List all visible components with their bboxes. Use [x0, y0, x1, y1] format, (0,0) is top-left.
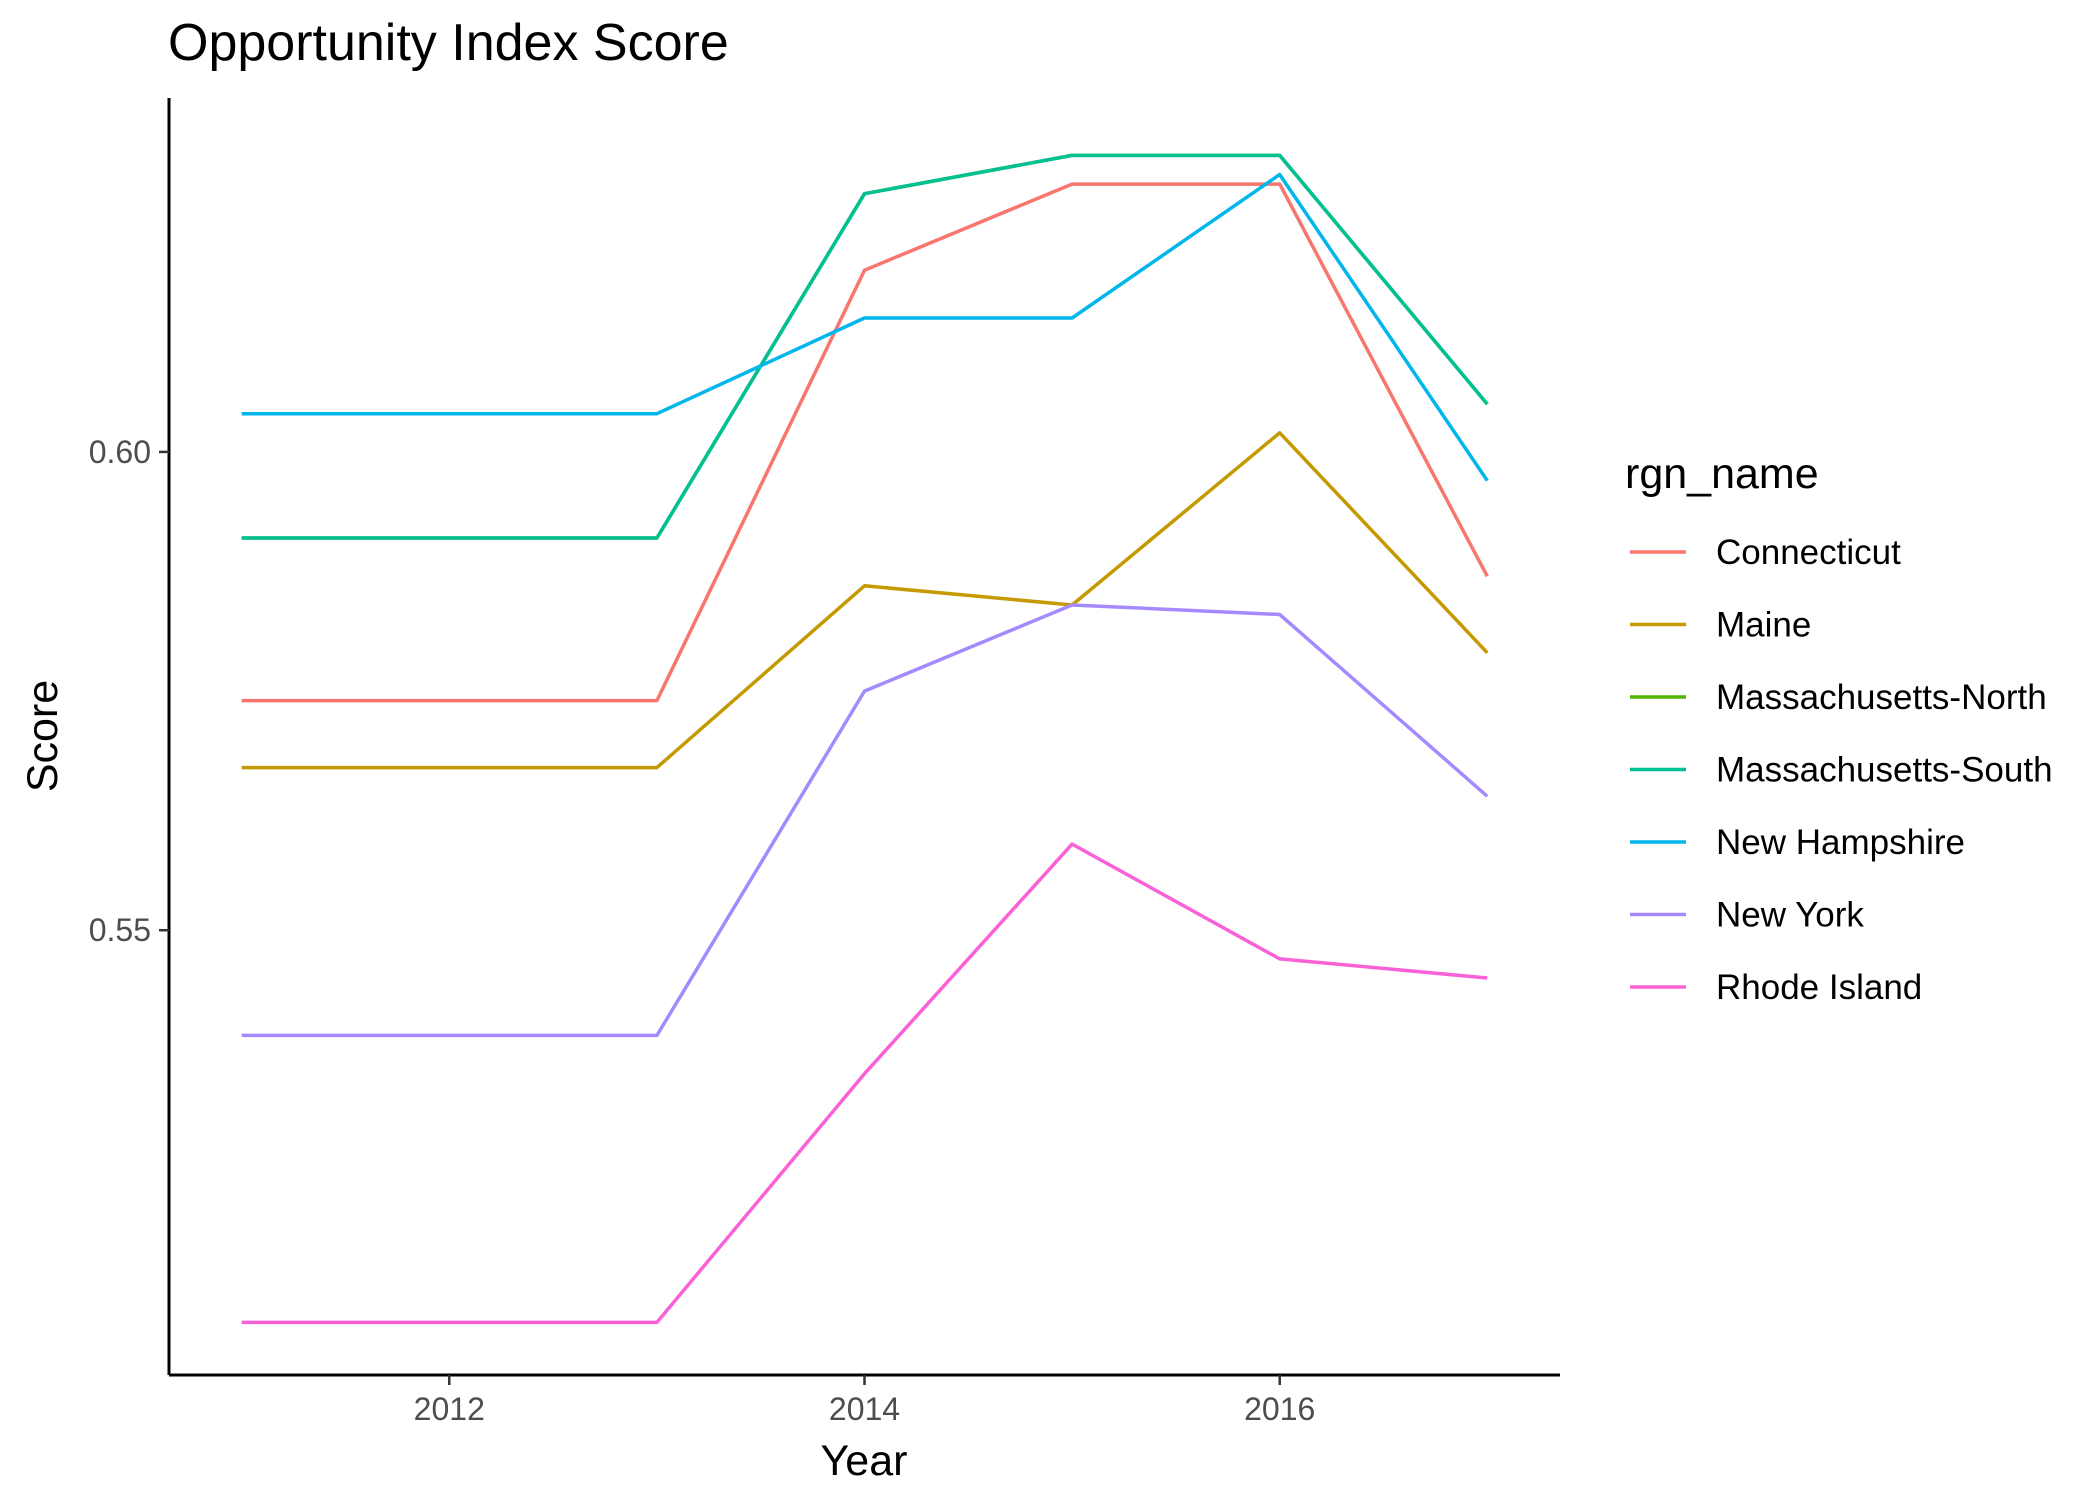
- legend-label-new-york: New York: [1716, 896, 1864, 935]
- y-tick-label: 0.55: [89, 912, 151, 948]
- legend-label-maine: Maine: [1716, 606, 1811, 645]
- legend-label-massachusetts-south: Massachusetts-South: [1716, 751, 2053, 790]
- series-line-new-hampshire: [241, 172, 1489, 482]
- legend-title: rgn_name: [1625, 450, 1819, 498]
- x-tick-label: 2016: [1244, 1391, 1315, 1427]
- y-tick-label: 0.60: [89, 434, 151, 470]
- x-axis-title: Year: [821, 1437, 908, 1485]
- series-line-maine: [241, 431, 1489, 770]
- x-tick-label: 2012: [414, 1391, 485, 1427]
- chart-title: Opportunity Index Score: [168, 14, 729, 72]
- series-line-new-york: [241, 603, 1489, 1038]
- series-line-rhode-island: [241, 842, 1488, 1325]
- y-axis-title: Score: [19, 680, 67, 792]
- legend: rgn_name Connecticut Maine Massachusetts-N…: [1625, 450, 2053, 1007]
- x-axis-ticks: 2012 2014 2016: [414, 1375, 1315, 1427]
- x-tick-label: 2014: [829, 1391, 900, 1427]
- series-line-connecticut: [241, 182, 1489, 703]
- series-lines: [241, 153, 1489, 1325]
- legend-label-new-hampshire: New Hampshire: [1716, 823, 1965, 862]
- legend-label-massachusetts-north: Massachusetts-North: [1716, 678, 2047, 717]
- y-axis-ticks: 0.55 0.60: [89, 434, 169, 948]
- legend-label-rhode-island: Rhode Island: [1716, 968, 1922, 1007]
- legend-items: Connecticut Maine Massachusetts-North Massa…: [1630, 533, 2053, 1007]
- series-line-massachusetts-north: [241, 153, 1489, 540]
- legend-label-connecticut: Connecticut: [1716, 533, 1901, 572]
- series-line-massachusetts-south: [241, 153, 1489, 540]
